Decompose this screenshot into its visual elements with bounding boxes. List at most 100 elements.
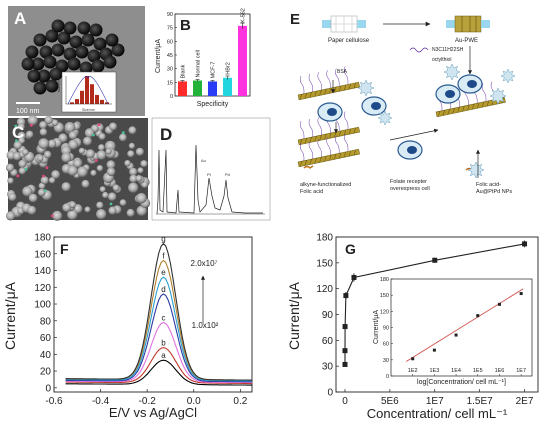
electrode-bar <box>297 133 360 168</box>
b-ytick-label: 45 <box>167 53 173 59</box>
sem-particle <box>5 211 16 221</box>
b-ytick-label: 0 <box>170 94 173 100</box>
sem-particle <box>5 163 15 172</box>
g-inset-ytick-label: 150 <box>380 293 389 299</box>
g-data-point <box>342 324 348 330</box>
f-curve-label-a: a <box>161 351 166 360</box>
sem-particle <box>128 142 135 149</box>
electrode-bars <box>297 66 506 168</box>
g-inset-xtick-label: 1E6 <box>495 368 505 374</box>
f-curve-e <box>65 276 252 382</box>
sem-particle <box>96 150 107 160</box>
sem-marker <box>15 139 18 143</box>
nanoparticle <box>51 19 65 33</box>
g-inset-xtick-label: 1E4 <box>451 368 461 374</box>
nanoparticle <box>81 33 95 47</box>
f-curve-label-b: b <box>161 339 166 348</box>
sem-particle <box>98 144 105 151</box>
sem-particles <box>5 115 151 221</box>
sem-particle <box>109 122 117 131</box>
sem-particle <box>37 188 46 197</box>
nanoparticle <box>105 33 119 47</box>
nanoparticle-star-icon <box>489 87 507 105</box>
panel-letter-C: C <box>12 123 24 142</box>
nanoparticle-star-icon <box>443 63 461 81</box>
g-data-point <box>432 257 438 263</box>
sem-particle <box>61 145 72 156</box>
sem-marker <box>14 124 18 128</box>
sem-particle <box>69 201 76 209</box>
g-ytick-label: 180 <box>316 233 333 244</box>
panel-D: D Au Pt Pd <box>151 117 271 221</box>
nanoparticle <box>49 67 63 81</box>
sem-particle <box>28 193 38 203</box>
b-ytick-label: 75 <box>167 26 173 32</box>
nanoparticle <box>63 21 77 35</box>
nanoparticle-star-icon <box>467 161 485 179</box>
electrode-bar <box>297 66 360 101</box>
nanoparticle <box>51 43 65 57</box>
nanoparticle <box>63 47 77 61</box>
g-data-point <box>342 361 348 367</box>
sem-particle <box>96 201 104 209</box>
sem-marker <box>92 133 95 137</box>
sem-particle <box>129 174 138 183</box>
nanoparticle <box>91 59 105 73</box>
panel-letter-E: E <box>290 11 300 28</box>
folate-cell-label: Folate recepter overexpress cell <box>390 179 430 192</box>
folic-acid-icon <box>303 165 314 169</box>
sem-particle <box>68 139 79 150</box>
panel-letter-G: G <box>345 241 356 257</box>
sem-particle <box>18 167 26 175</box>
bsa-label: BSA <box>337 69 348 75</box>
panel-A: A 100 nm Number/% Size/nm <box>8 6 145 116</box>
g-inset-ytick-label: 90 <box>383 326 389 332</box>
panel-B: B 0 15 30 45 60 75 90 Current/μA Specificity Blank… <box>155 8 251 108</box>
g-inset-xtick-label: 1E7 <box>516 368 526 374</box>
g-xtick-label: 1E7 <box>426 396 444 407</box>
thiol-name: octylthiol <box>432 57 451 63</box>
nanoparticle <box>79 61 93 75</box>
f-curve-label-f: f <box>162 251 165 260</box>
sem-particle <box>84 206 91 213</box>
sem-particle <box>67 165 78 176</box>
f-xtick-label: -0.4 <box>92 396 110 407</box>
sem-particle <box>119 199 127 207</box>
sem-particle <box>98 133 106 140</box>
sem-particle <box>68 131 78 140</box>
histogram-fit-curve <box>67 76 109 105</box>
sem-particle <box>136 193 147 204</box>
sem-particle <box>51 170 60 179</box>
f-ytick-label: 0 <box>45 383 51 394</box>
sem-particle <box>82 136 92 146</box>
histogram-bar <box>100 99 104 104</box>
sem-particle <box>43 150 52 159</box>
tem-particles <box>21 19 125 95</box>
b-bar-hbr2 <box>223 77 232 96</box>
eds-peak-label-pt: Pt <box>207 172 212 177</box>
panel-E: E Paper cellulose Au-PWE N3C11H22SH octy… <box>290 11 516 195</box>
sem-particle <box>106 160 116 170</box>
sem-particle <box>25 130 34 139</box>
g-inset-point <box>476 314 480 318</box>
f-xtick-label: 0.2 <box>233 396 247 407</box>
pwe-tab-right <box>481 20 490 28</box>
nanoparticle <box>33 33 47 47</box>
sem-particle <box>39 121 47 129</box>
g-ytick-label: 90 <box>322 310 334 321</box>
f-curve-c <box>65 321 252 384</box>
nanoparticle <box>75 45 89 59</box>
cell-nucleus <box>407 146 417 154</box>
g-inset-xtick-label: 1E2 <box>408 368 418 374</box>
nanoparticle <box>93 37 107 51</box>
nanoparticle <box>25 45 39 59</box>
sem-particle <box>64 122 76 133</box>
b-ytick-label: 15 <box>167 80 173 86</box>
g-xtick-label: 1.5E7 <box>467 396 494 407</box>
sem-particle <box>85 149 95 159</box>
f-annotation-low: 1.0x10² <box>192 321 219 330</box>
b-ylabel: Current/μA <box>155 39 162 73</box>
electrode-bar <box>297 111 360 146</box>
sem-particle <box>128 182 139 193</box>
